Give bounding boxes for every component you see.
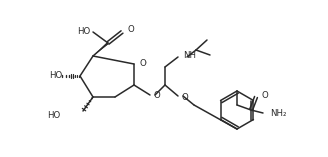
Text: O: O bbox=[139, 59, 146, 68]
Text: NH: NH bbox=[183, 51, 196, 60]
Text: HO: HO bbox=[77, 27, 90, 35]
Text: O: O bbox=[127, 25, 134, 35]
Polygon shape bbox=[93, 42, 109, 56]
Text: O: O bbox=[182, 92, 189, 101]
Text: O: O bbox=[154, 90, 161, 100]
Text: NH₂: NH₂ bbox=[270, 108, 286, 117]
Text: HO: HO bbox=[47, 111, 60, 121]
Text: O: O bbox=[261, 92, 268, 100]
Text: HO: HO bbox=[49, 71, 62, 81]
Text: O: O bbox=[139, 59, 146, 68]
